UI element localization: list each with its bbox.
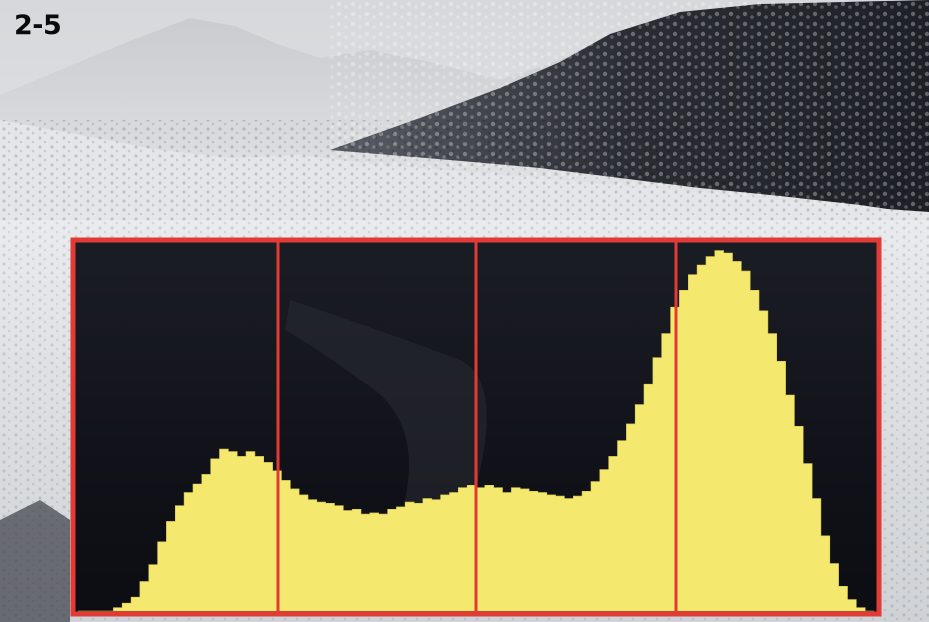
histogram-bg-stream bbox=[285, 300, 487, 520]
histogram-frame bbox=[70, 237, 882, 617]
left-dark-shrubs bbox=[0, 500, 70, 622]
zone-dividers bbox=[276, 240, 678, 614]
figure-label: 2-5 bbox=[14, 10, 62, 41]
histogram-overlay bbox=[70, 237, 882, 617]
